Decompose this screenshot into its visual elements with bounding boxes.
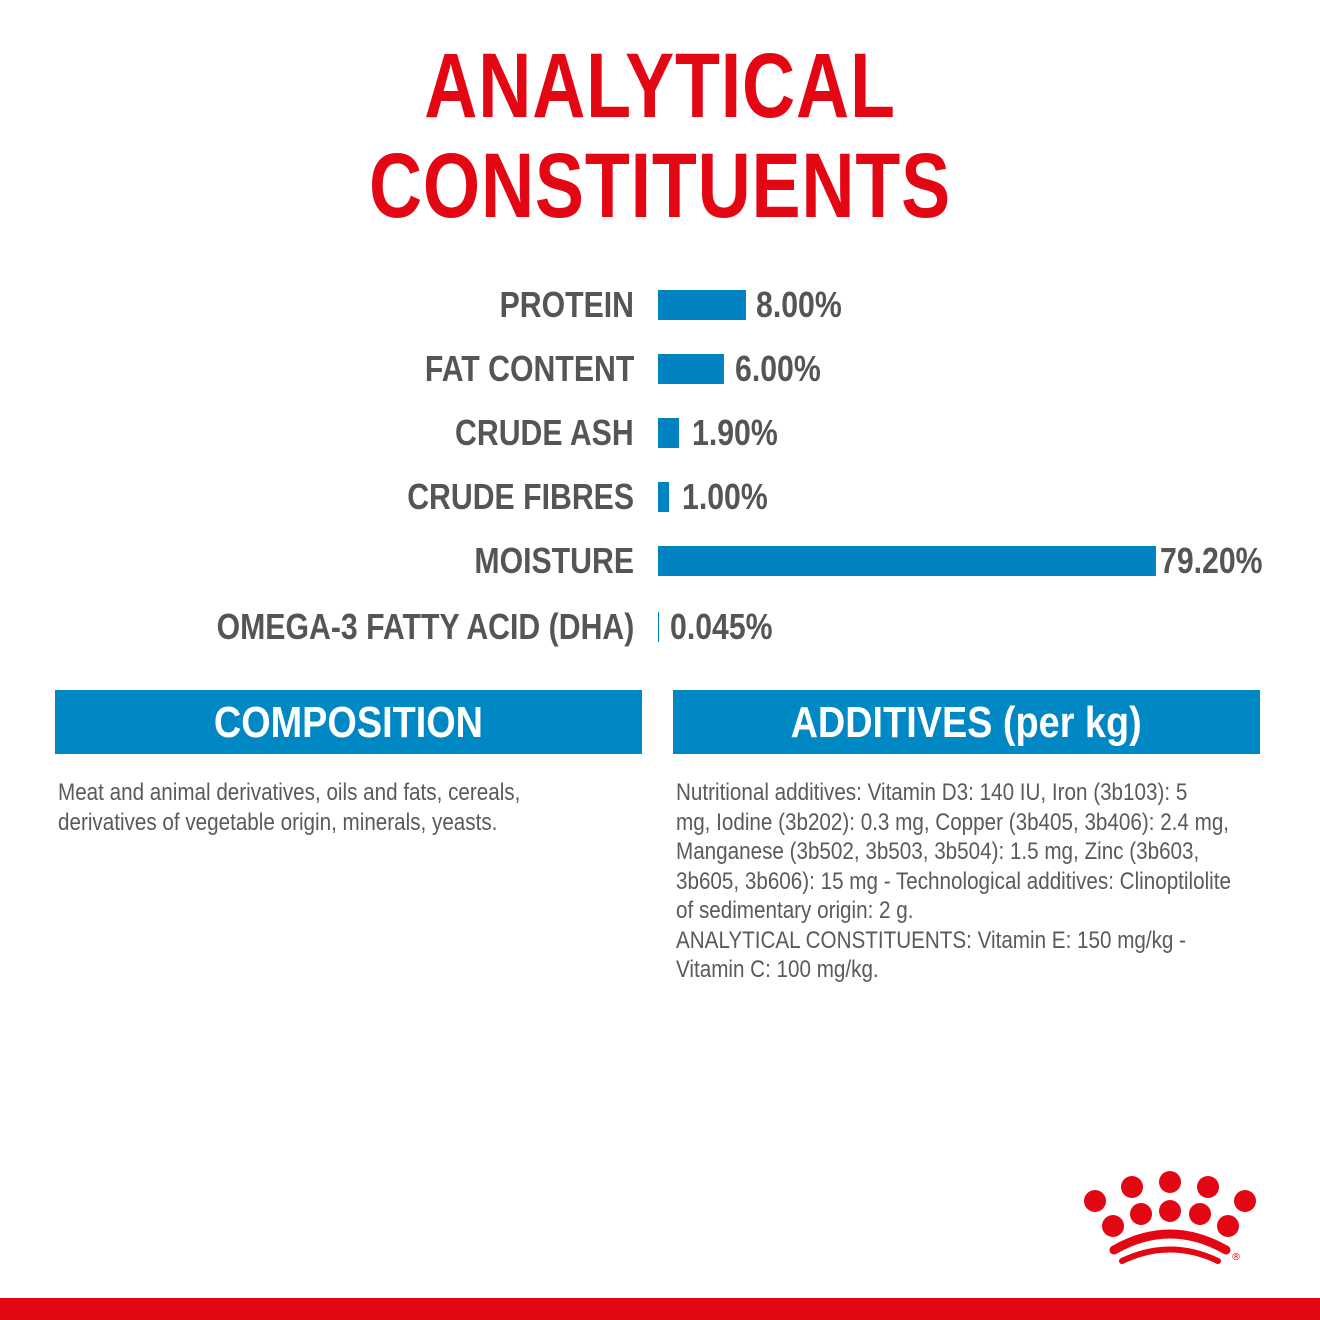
chart-row-crude-fibres: CRUDE FIBRES 1.00% [0,477,1320,517]
additives-text-body: Nutritional additives: Vitamin D3: 140 I… [676,778,1295,985]
chart-row-omega-3-dha: OMEGA-3 FATTY ACID (DHA) 0.045% [0,607,1320,647]
chart-row-fat-content: FAT CONTENT 6.00% [0,349,1320,389]
composition-header-label: COMPOSITION [213,698,484,747]
registered-mark: ® [1231,1252,1241,1263]
additives-line: 3b605, 3b606): 15 mg - Technological add… [676,867,1231,895]
row-bar [658,482,669,512]
row-label: CRUDE FIBRES [407,476,634,517]
row-value: 0.045% [670,606,773,647]
additives-header: ADDITIVES (per kg) [673,690,1260,754]
row-bar [658,418,679,448]
chart-row-crude-ash: CRUDE ASH 1.90% [0,413,1320,453]
row-bar [658,612,659,642]
additives-text: Nutritional additives: Vitamin D3: 140 I… [676,778,1276,985]
composition-text-body: Meat and animal derivatives, oils and fa… [58,779,521,836]
composition-text: Meat and animal derivatives, oils and fa… [58,778,618,837]
row-value: 79.20% [1160,540,1263,581]
page-title: ANALYTICAL CONSTITUENTS [368,35,952,237]
row-label: MOISTURE [474,540,634,581]
chart-row-moisture: MOISTURE 79.20% [0,541,1320,581]
additives-line: mg, Iodine (3b202): 0.3 mg, Copper (3b40… [676,808,1230,836]
row-label: FAT CONTENT [424,348,634,389]
additives-line: ANALYTICAL CONSTITUENTS: Vitamin E: 150 … [676,926,1187,954]
row-bar [658,354,724,384]
analytical-constituents-chart: PROTEIN 8.00% FAT CONTENT 6.00% CRUDE AS… [0,285,1320,647]
additives-line: Nutritional additives: Vitamin D3: 140 I… [676,779,1188,806]
crown-logo-icon: ® [1084,1168,1260,1268]
row-bar [658,290,746,320]
footer-red-bar [0,1298,1320,1320]
chart-row-protein: PROTEIN 8.00% [0,285,1320,325]
composition-header: COMPOSITION [55,690,642,754]
additives-line: Manganese (3b502, 3b503, 3b504): 1.5 mg,… [676,838,1200,865]
row-value: 8.00% [756,284,842,325]
additives-line: Vitamin C: 100 mg/kg. [676,956,879,983]
row-label: PROTEIN [499,284,634,325]
row-value: 1.00% [682,476,768,517]
additives-line: of sedimentary origin: 2 g. [676,897,914,924]
additives-header-label: ADDITIVES (per kg) [790,698,1143,747]
row-value: 1.90% [692,412,778,453]
row-label: OMEGA-3 FATTY ACID (DHA) [216,606,634,647]
row-value: 6.00% [735,348,821,389]
row-label: CRUDE ASH [455,412,634,453]
row-bar [658,546,1156,576]
